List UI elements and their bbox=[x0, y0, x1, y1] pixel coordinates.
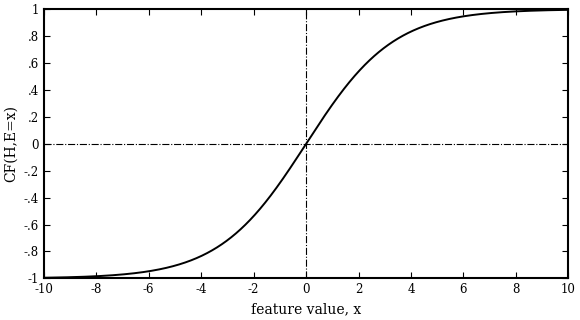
X-axis label: feature value, x: feature value, x bbox=[251, 302, 361, 316]
Y-axis label: CF(H,E=x): CF(H,E=x) bbox=[4, 105, 18, 182]
